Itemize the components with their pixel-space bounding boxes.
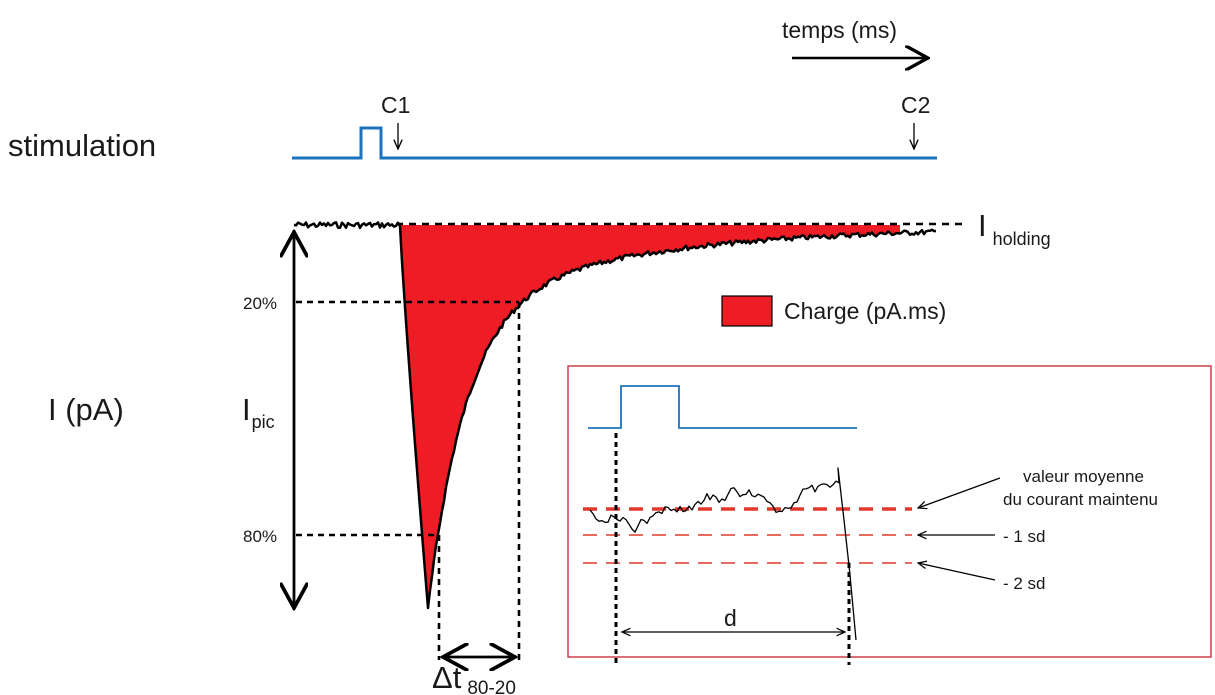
stimulation-trace — [292, 126, 937, 160]
charge-legend-swatch — [721, 295, 773, 327]
c2-label: C2 — [901, 92, 930, 118]
delta-t-label: Δt 80-20 — [432, 660, 516, 695]
current-trace — [293, 221, 937, 610]
current-axis-label: I (pA) — [48, 392, 124, 427]
charge-area — [398, 225, 900, 608]
inset-panel: d valeur moyenne du courant maintenu - 1… — [567, 365, 1212, 665]
sd1-label: - 1 sd — [1003, 527, 1046, 546]
time-axis-label: temps (ms) — [782, 17, 897, 43]
d-label: d — [724, 605, 737, 631]
sd2-label: - 2 sd — [1003, 574, 1046, 593]
sd2-pointer — [918, 563, 996, 581]
pct-20-label: 20% — [243, 294, 277, 313]
pct-80-label: 80% — [243, 527, 277, 546]
mean-label-line2: du courant maintenu — [1003, 490, 1158, 509]
mean-pointer — [918, 477, 1001, 508]
charge-legend-label: Charge (pA.ms) — [784, 298, 946, 324]
c1-label: C1 — [381, 92, 410, 118]
mean-label-line1: valeur moyenne — [1023, 467, 1144, 486]
inset-stim-trace — [588, 385, 857, 429]
i-pic-label: Ipic — [242, 392, 275, 432]
inset-border — [567, 365, 1212, 658]
inset-current-trace — [589, 467, 857, 641]
stimulation-label: stimulation — [8, 128, 156, 163]
